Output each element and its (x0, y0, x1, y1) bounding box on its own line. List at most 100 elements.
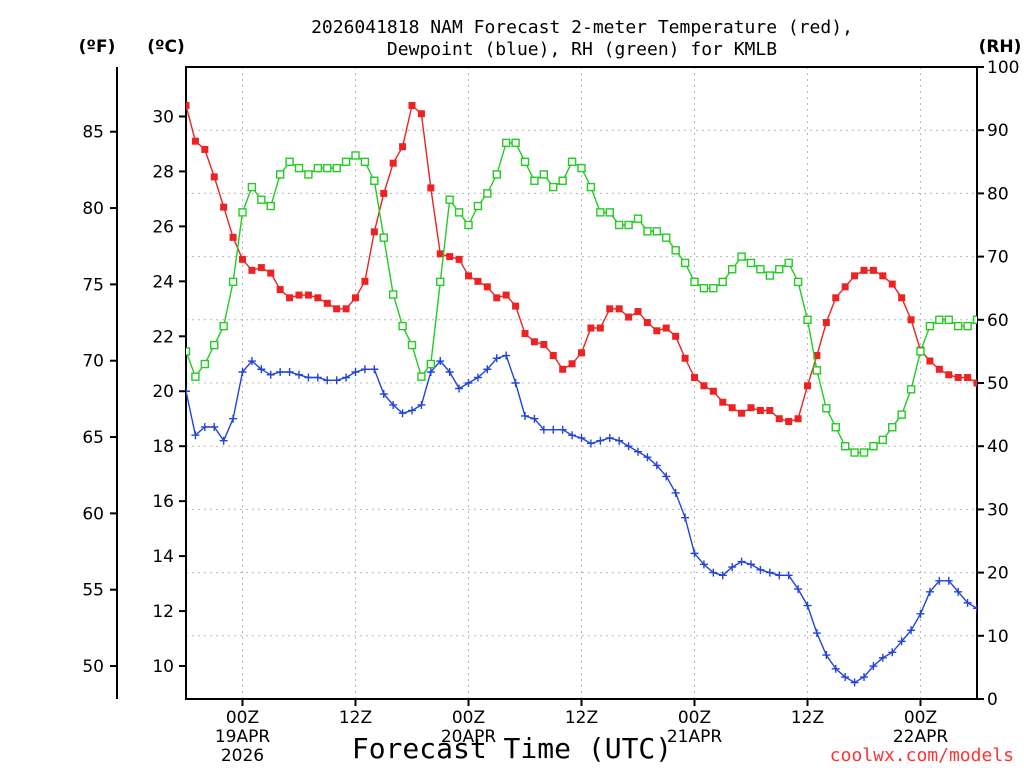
dewpoint-point (596, 436, 605, 445)
temperature-point (879, 272, 887, 280)
relative-humidity-point (793, 277, 803, 287)
relative-humidity-point (699, 284, 709, 293)
relative-humidity-point (643, 227, 652, 236)
dewpoint-point (304, 373, 313, 382)
relative-humidity-point (624, 220, 633, 230)
temperature-point (578, 349, 585, 357)
dewpoint-point (681, 513, 690, 522)
dewpoint-point (455, 384, 464, 393)
relative-humidity-point (304, 170, 313, 179)
dewpoint-point (652, 461, 661, 470)
dewpoint-point (812, 629, 821, 638)
dewpoint-point (718, 571, 727, 580)
temperature-point (804, 382, 811, 390)
relative-humidity-point (577, 163, 586, 173)
rh-tick-label: 40 (987, 437, 1009, 457)
dewpoint-point (389, 400, 398, 409)
rh-tick-label: 20 (987, 564, 1009, 584)
celsius-tick-label: 10 (152, 657, 174, 677)
time-tick-label: 00Z (226, 708, 259, 728)
dewpoint-point (483, 365, 492, 374)
temperature-point (436, 250, 444, 258)
temperature-point (446, 253, 454, 261)
dewpoint-point (408, 406, 416, 415)
relative-humidity-point (935, 315, 944, 324)
dewpoint-point (332, 376, 341, 385)
relative-humidity-point (944, 315, 953, 324)
rh-tick-label: 90 (987, 121, 1009, 141)
temperature-point (483, 283, 491, 291)
temperature-point (248, 266, 256, 274)
temperature-point (399, 143, 407, 151)
dewpoint-point (699, 560, 708, 569)
celsius-tick-label: 30 (152, 107, 174, 127)
temperature-point (653, 327, 661, 335)
relative-humidity-point (398, 321, 407, 331)
dewpoint-point (869, 662, 878, 671)
dewpoint-point (831, 664, 840, 673)
temperature-point (672, 332, 680, 340)
relative-humidity-point (822, 404, 831, 413)
temperature-point (239, 255, 246, 263)
fahrenheit-tick-label: 60 (82, 504, 104, 524)
date-tick-label: 22APR (893, 727, 949, 747)
temperature-point (587, 324, 595, 332)
dewpoint-point (511, 379, 520, 387)
dewpoint-point (492, 354, 501, 363)
date-tick-label: 19APR (215, 727, 271, 747)
relative-humidity-point (257, 195, 266, 204)
fahrenheit-unit-label: (ºF) (79, 37, 116, 57)
fahrenheit-tick-label: 80 (82, 199, 104, 219)
temperature-point (596, 324, 604, 332)
dewpoint-point (973, 604, 977, 613)
dewpoint-point (247, 357, 256, 366)
temperature-point (775, 415, 783, 423)
dewpoint-point (285, 368, 294, 377)
dewpoint-point (954, 587, 963, 596)
dewpoint-point (200, 422, 209, 431)
celsius-tick-label: 20 (152, 382, 174, 402)
temperature-point (333, 305, 341, 313)
temperature-point (615, 305, 623, 313)
temperature-point (220, 203, 228, 211)
temperature-point (314, 294, 322, 302)
dewpoint-point (539, 425, 548, 434)
relative-humidity-point (473, 201, 483, 211)
temperature-point (210, 173, 218, 181)
relative-humidity-point (878, 435, 888, 445)
dewpoint-point (897, 637, 906, 646)
dewpoint-point (822, 651, 831, 660)
relative-humidity-point (266, 201, 275, 211)
chart-title-line-1: 2026041818 NAM Forecast 2-meter Temperat… (311, 17, 853, 38)
dewpoint-point (558, 425, 567, 434)
relative-humidity-point (963, 321, 972, 331)
source-credit: coolwx.com/models (830, 745, 1014, 766)
relative-humidity-point (228, 277, 238, 287)
grid-lines (186, 67, 977, 699)
relative-humidity-point (492, 170, 501, 179)
relative-humidity-point (803, 315, 812, 324)
fahrenheit-tick-label: 65 (82, 428, 104, 448)
temperature-point (785, 417, 793, 425)
relative-humidity-point (718, 277, 727, 287)
relative-humidity-point (210, 340, 219, 350)
relative-humidity-point (671, 246, 680, 255)
relative-humidity-point (888, 423, 897, 432)
temperature-point (738, 409, 746, 417)
dewpoint-point (549, 425, 558, 434)
relative-humidity-point (906, 385, 916, 394)
relative-humidity-point (200, 359, 210, 369)
dewpoint-point (210, 422, 219, 431)
temperature-point (709, 387, 717, 395)
relative-humidity-point (379, 233, 388, 242)
temperature-point (625, 313, 633, 321)
axes: 10 12 14 16 18 20 22 24 26 28 30 50 55 60 65 70 75 80 85 0 1… (82, 58, 1019, 766)
dewpoint-point (803, 601, 812, 610)
temperature-point (822, 319, 830, 327)
relative-humidity-point (633, 214, 643, 223)
rh-tick-label: 60 (987, 311, 1009, 331)
dewpoint-point (445, 368, 454, 377)
relative-humidity-point (539, 170, 549, 179)
temperature-point (973, 379, 977, 387)
dewpoint-point (577, 433, 586, 442)
